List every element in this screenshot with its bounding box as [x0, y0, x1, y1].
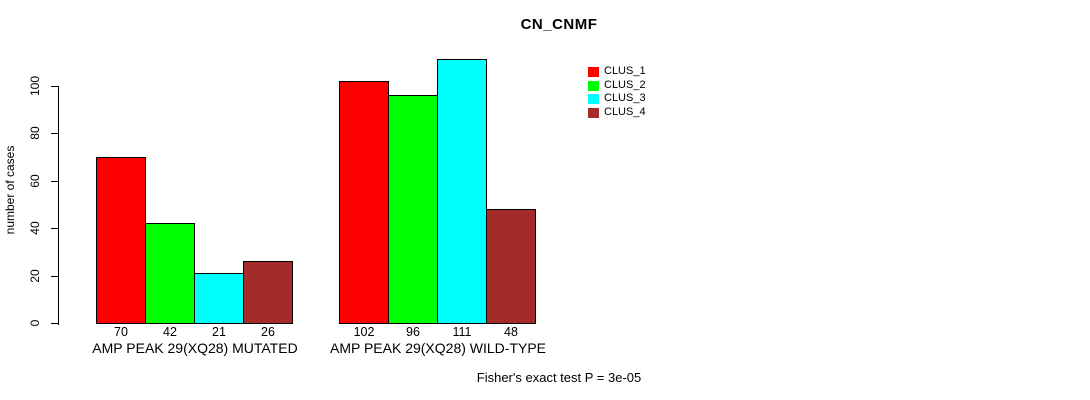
- fisher-test-annotation: Fisher's exact test P = 3e-05: [476, 370, 642, 385]
- legend-item-clus_2: CLUS_2: [588, 80, 646, 91]
- legend-item-clus_3: CLUS_3: [588, 93, 646, 104]
- bar-clus_3-group2: [437, 59, 487, 324]
- legend-item-clus_4: CLUS_4: [588, 107, 646, 118]
- bar-value-label: 70: [114, 325, 128, 339]
- bar-value-label: 96: [406, 325, 420, 339]
- legend-label: CLUS_1: [604, 65, 646, 77]
- bar-clus_4-group2: [486, 209, 536, 324]
- x-group-label: AMP PEAK 29(XQ28) WILD-TYPE: [329, 340, 547, 356]
- legend-color-swatch: [588, 93, 599, 104]
- y-tick-mark: [51, 228, 58, 229]
- bar-value-label: 48: [504, 325, 518, 339]
- x-group-label: AMP PEAK 29(XQ28) MUTATED: [92, 340, 298, 356]
- y-tick-mark: [51, 133, 58, 134]
- y-tick-mark: [51, 323, 58, 324]
- bar-value-label: 26: [261, 325, 275, 339]
- legend-color-swatch: [588, 66, 599, 77]
- y-axis-label: number of cases: [3, 145, 17, 235]
- legend-color-swatch: [588, 107, 599, 118]
- legend-label: CLUS_4: [604, 106, 646, 118]
- legend-color-swatch: [588, 80, 599, 91]
- chart-title: CN_CNMF: [520, 16, 598, 33]
- y-tick-mark: [51, 181, 58, 182]
- y-tick-mark: [51, 86, 58, 87]
- bar-clus_4-group1: [243, 261, 293, 324]
- bar-clus_2-group1: [145, 223, 195, 324]
- legend-item-clus_1: CLUS_1: [588, 66, 646, 77]
- bar-value-label: 42: [163, 325, 177, 339]
- bar-value-label: 111: [452, 325, 472, 339]
- bar-value-label: 21: [212, 325, 226, 339]
- y-tick-label: 100: [28, 75, 42, 97]
- bar-clus_1-group1: [96, 157, 146, 324]
- y-tick-mark: [51, 276, 58, 277]
- bar-value-label: 102: [353, 325, 375, 339]
- bar-clus_2-group2: [388, 95, 438, 324]
- bar-clus_3-group1: [194, 273, 244, 324]
- bar-clus_1-group2: [339, 81, 389, 324]
- legend-label: CLUS_2: [604, 79, 646, 91]
- legend-label: CLUS_3: [604, 92, 646, 104]
- y-axis-line: [58, 86, 59, 325]
